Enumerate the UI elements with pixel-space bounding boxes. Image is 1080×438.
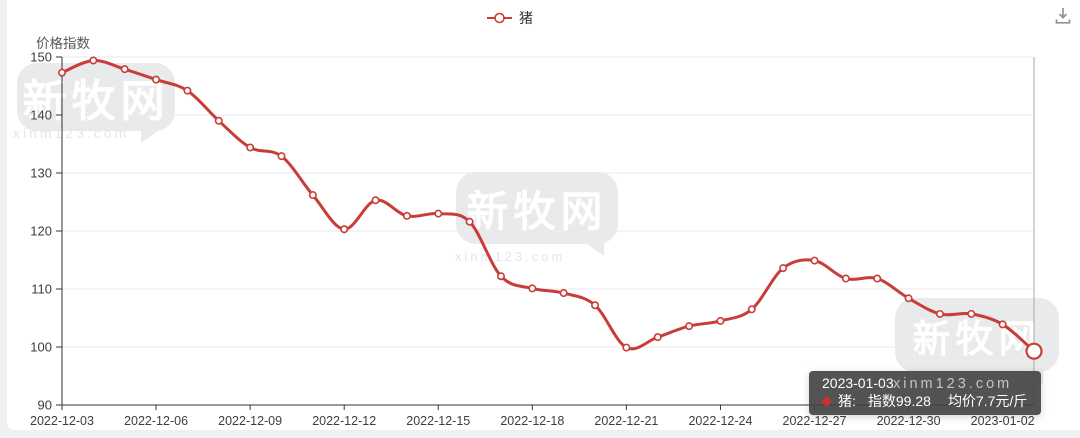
watermark-bubble: 新牧网 xyxy=(456,172,618,256)
download-icon xyxy=(1055,8,1071,24)
download-button[interactable] xyxy=(1049,2,1077,30)
line-series-legend-icon xyxy=(487,12,512,24)
tooltip-series-row: 猪: 指数99.28 均价7.7元/斤 xyxy=(822,392,1027,410)
tooltip-index-value: 指数99.28 xyxy=(867,393,931,409)
watermark-bubble: 新牧网 xyxy=(895,298,1059,384)
watermark-brand-text: 新牧网 xyxy=(466,187,608,235)
tooltip-price-value: 均价7.7元/斤 xyxy=(947,393,1028,409)
watermark-bubble: 新牧网 xyxy=(17,63,175,143)
watermark-bubble-tail xyxy=(584,242,604,256)
watermark-top-left: 新牧网 xyxy=(17,63,175,143)
watermark-site-bottom-right: xinm123.com xyxy=(893,376,1013,392)
y-axis-name: 价格指数 xyxy=(36,36,90,51)
legend-item-pig[interactable]: 猪 xyxy=(486,8,533,28)
watermark-site-top-left: xinm123.com xyxy=(13,125,130,141)
tooltip-series-marker xyxy=(822,396,831,406)
watermark-brand-text: 新牧网 xyxy=(912,318,1042,361)
tooltip-date: 2023-01-03 xyxy=(822,375,894,391)
watermark-bubble-tail xyxy=(141,129,161,143)
tooltip-series-name: 猪: xyxy=(838,393,856,409)
watermark-center: 新牧网 xyxy=(456,172,618,256)
watermark-brand-text: 新牧网 xyxy=(22,77,170,126)
legend-label: 猪 xyxy=(519,10,533,26)
watermark-bottom-right: 新牧网 xyxy=(895,298,1059,384)
watermark-site-center: xinm123.com xyxy=(455,249,566,264)
